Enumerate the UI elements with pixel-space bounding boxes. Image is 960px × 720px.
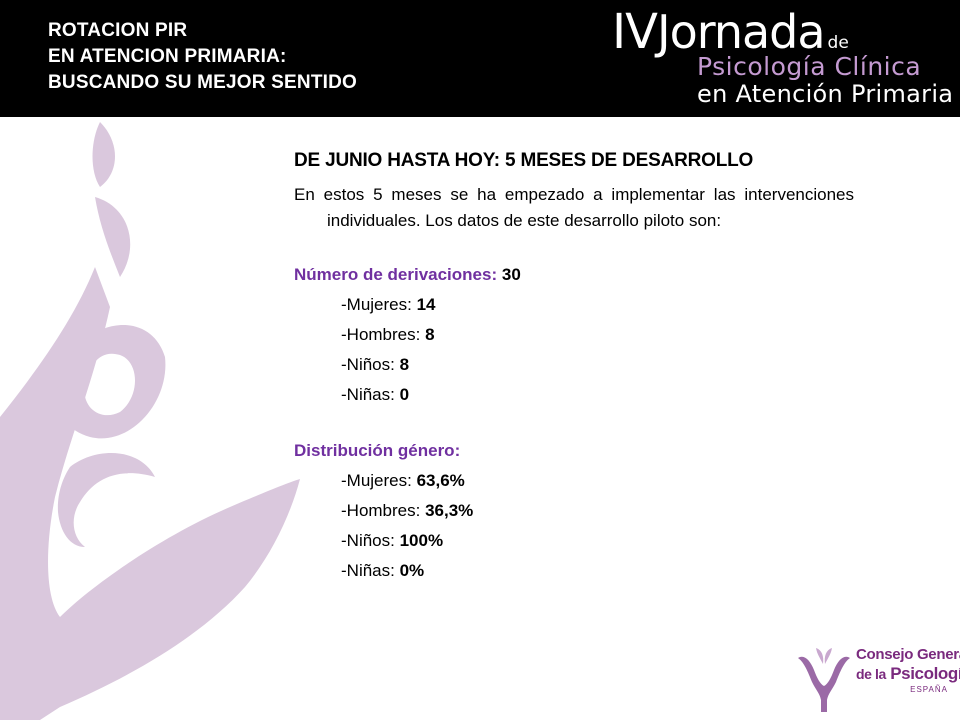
event-logo: IVJornada de Psicología Clínica en Atenci… xyxy=(612,4,954,114)
consejo-logo-text: Consejo General de la Psicología ESPAÑA xyxy=(856,646,960,695)
event-edition: IV xyxy=(612,4,658,60)
item-value: 36,3% xyxy=(425,501,474,520)
derivaciones-row: Número de derivaciones: 30 xyxy=(294,260,854,290)
item-label: -Hombres: xyxy=(341,325,421,344)
item-value: 0% xyxy=(399,561,425,580)
item-label: -Mujeres: xyxy=(341,471,412,490)
item-value: 100% xyxy=(399,531,444,550)
derivaciones-item: -Niños: 8 xyxy=(294,350,854,380)
distribucion-item: -Niñas: 0% xyxy=(294,556,854,586)
item-label: -Niños: xyxy=(341,355,395,374)
intro-paragraph: En estos 5 meses se ha empezado a implem… xyxy=(294,185,854,230)
event-de: de xyxy=(827,33,849,53)
distribucion-item: -Niños: 100% xyxy=(294,526,854,556)
event-logo-line-3: en Atención Primaria xyxy=(697,80,954,108)
derivaciones-item: -Niñas: 0 xyxy=(294,380,854,410)
item-value: 63,6% xyxy=(416,471,465,490)
item-value: 8 xyxy=(425,325,435,344)
derivaciones-value: 30 xyxy=(501,265,521,284)
header-title-line-2: EN ATENCION PRIMARIA: xyxy=(48,46,287,67)
distribucion-item: -Mujeres: 63,6% xyxy=(294,466,854,496)
header-title-line-1: ROTACION PIR xyxy=(48,20,188,41)
consejo-line-1: Consejo General xyxy=(856,646,960,663)
derivaciones-item: -Hombres: 8 xyxy=(294,320,854,350)
distribucion-item: -Hombres: 36,3% xyxy=(294,496,854,526)
event-logo-line-1: IVJornada de xyxy=(612,4,849,60)
consejo-line-2: de la Psicología xyxy=(856,663,960,685)
slide-title: DE JUNIO HASTA HOY: 5 MESES DE DESARROLL… xyxy=(294,150,754,171)
derivaciones-label: Número de derivaciones: xyxy=(294,265,498,284)
item-value: 14 xyxy=(416,295,436,314)
derivaciones-item: -Mujeres: 14 xyxy=(294,290,854,320)
slide-header: ROTACION PIR EN ATENCION PRIMARIA: BUSCA… xyxy=(0,0,960,117)
event-word: Jornada xyxy=(657,5,826,59)
item-value: 8 xyxy=(399,355,410,374)
consejo-line-2-small: de la xyxy=(856,666,886,682)
item-label: -Hombres: xyxy=(341,501,421,520)
psi-symbol-icon xyxy=(798,648,850,712)
item-label: -Niños: xyxy=(341,531,395,550)
distribucion-label: Distribución género: xyxy=(294,441,461,460)
event-logo-line-2: Psicología Clínica xyxy=(697,52,922,81)
header-title: ROTACION PIR EN ATENCION PRIMARIA: BUSCA… xyxy=(48,18,357,96)
distribucion-row: Distribución género: xyxy=(294,436,854,466)
cop-hand-watermark-icon xyxy=(0,122,300,720)
item-label: -Niñas: xyxy=(341,561,395,580)
consejo-line-2-big: Psicología xyxy=(890,664,960,683)
consejo-line-3: ESPAÑA xyxy=(910,685,948,694)
consejo-logo: Consejo General de la Psicología ESPAÑA xyxy=(794,644,960,714)
item-label: -Mujeres: xyxy=(341,295,412,314)
slide-content: DE JUNIO HASTA HOY: 5 MESES DE DESARROLL… xyxy=(294,150,854,586)
item-label: -Niñas: xyxy=(341,385,395,404)
header-title-line-3: BUSCANDO SU MEJOR SENTIDO xyxy=(48,72,358,93)
item-value: 0 xyxy=(399,385,410,404)
